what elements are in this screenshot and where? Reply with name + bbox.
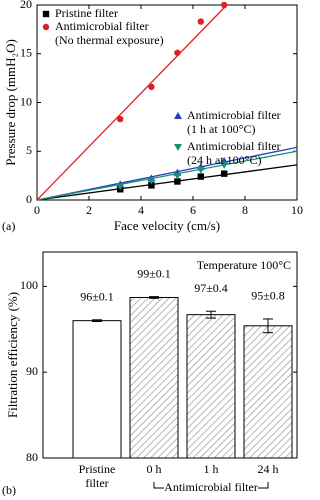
- bar: [186, 314, 236, 459]
- fit-line: [37, 4, 228, 200]
- y-tick-label: 0: [26, 192, 32, 206]
- y-tick-label: 5: [26, 143, 32, 157]
- marker-triangle-down: [147, 177, 156, 185]
- marker-circle: [148, 83, 155, 91]
- y-tick-label: 80: [26, 450, 38, 464]
- x-tick-label: 24 h: [258, 462, 279, 476]
- x-tick-label: 0: [34, 203, 40, 217]
- annotation: Temperature 100°C: [197, 258, 291, 272]
- group-bracket: [153, 482, 269, 489]
- x-tick-label: 6: [190, 203, 196, 217]
- x-tick-label: Pristine filter: [79, 462, 116, 490]
- y-tick-label: 10: [20, 94, 32, 108]
- y-tick-label: 20: [20, 0, 32, 11]
- marker-triangle-down: [196, 166, 205, 174]
- plot-frame: [42, 251, 298, 459]
- marker-circle: [221, 1, 228, 9]
- marker-triangle-down: [116, 183, 125, 191]
- marker-circle: [117, 115, 124, 123]
- panel-label: (a): [2, 219, 15, 233]
- x-tick-label: 2: [86, 203, 92, 217]
- x-tick-label: 0 h: [147, 462, 162, 476]
- legend-marker: [174, 144, 182, 151]
- legend-label: Pristine filter: [55, 6, 118, 20]
- value-label: 95±0.8: [251, 289, 285, 303]
- marker-triangle-down: [220, 161, 229, 169]
- legend-label: Antimicrobial filter (No thermal exposure…: [55, 19, 164, 47]
- x-tick-label: 8: [242, 203, 248, 217]
- value-label: 97±0.4: [194, 281, 228, 295]
- value-label: 96±0.1: [80, 290, 114, 304]
- fit-line: [37, 164, 297, 200]
- legend-marker: [42, 23, 50, 31]
- fit-line: [37, 150, 297, 200]
- marker-triangle-down: [173, 172, 182, 180]
- marker-square: [174, 178, 181, 185]
- x-axis-label: Face velocity (cm/s): [114, 218, 220, 233]
- y-tick-label: 15: [20, 46, 32, 60]
- legend-label: Antimicrobial filter (1 h at 100°C): [187, 108, 281, 136]
- marker-square: [148, 182, 155, 189]
- y-tick-label: 100: [20, 278, 38, 292]
- y-axis-label: Pressure drop (mmH₂O): [3, 39, 18, 166]
- bar: [129, 296, 179, 459]
- legend-marker: [42, 10, 50, 18]
- bar: [243, 325, 293, 459]
- x-tick-label: 4: [138, 203, 144, 217]
- y-axis-label: Filtration efficiency (%): [5, 292, 20, 418]
- legend-marker: [174, 112, 182, 119]
- marker-circle: [174, 49, 181, 56]
- value-label: 99±0.1: [137, 266, 171, 280]
- marker-square: [221, 170, 228, 177]
- y-tick-label: 90: [26, 364, 38, 378]
- plot-frame: [36, 4, 298, 201]
- x-tick-label: 1 h: [204, 462, 219, 476]
- legend-label: Antimicrobial filter (24 h at 100°C): [187, 139, 281, 167]
- group-label: Antimicrobial filter: [164, 480, 258, 494]
- x-tick-label: 10: [291, 203, 303, 217]
- marker-square: [197, 173, 204, 180]
- bar: [72, 320, 122, 459]
- marker-circle: [197, 18, 204, 25]
- panel-label: (b): [2, 483, 16, 497]
